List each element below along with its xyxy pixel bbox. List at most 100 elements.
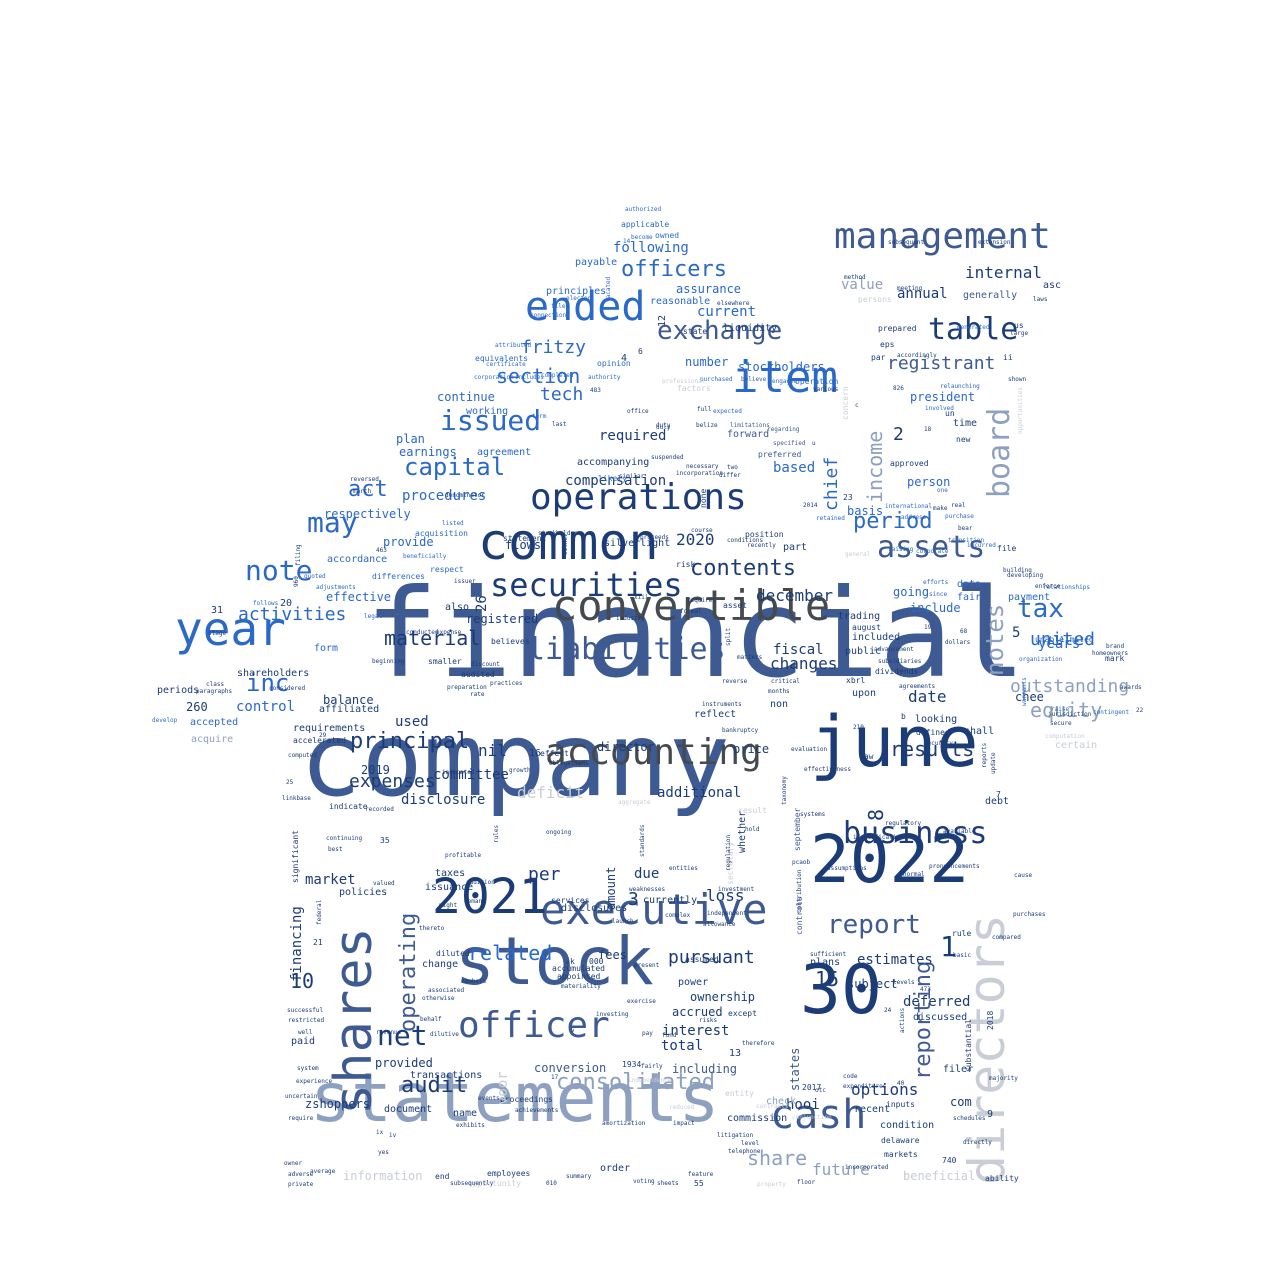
word-various: various	[813, 386, 839, 394]
word-used: used	[395, 714, 429, 731]
word-related: related	[468, 941, 553, 966]
word-industry: industry	[616, 615, 645, 623]
word-e: e	[566, 959, 570, 967]
word-belize: belize	[696, 422, 718, 430]
word-payment: payment	[1008, 592, 1051, 604]
word-real: real	[951, 502, 966, 510]
word-investing: investing	[596, 1011, 629, 1019]
word-litigation: litigation	[717, 1132, 754, 1140]
word-capital: capital	[404, 453, 506, 482]
word-practices: practices	[490, 680, 523, 688]
word-available: available	[943, 828, 976, 836]
word-upon: upon	[852, 688, 877, 700]
word-international: international	[885, 503, 932, 511]
word-suspended: suspended	[651, 454, 684, 462]
word-issued: issued	[440, 404, 542, 438]
word-income: income	[863, 430, 887, 503]
word-raise: raise	[1051, 706, 1070, 714]
word-iv: iv	[389, 1132, 397, 1140]
word-differ: differ	[719, 472, 741, 480]
word-cause: cause	[1014, 872, 1033, 880]
word-laws: laws	[1033, 296, 1048, 304]
word-developing: developing	[1007, 572, 1044, 580]
word-plan: plan	[396, 431, 425, 446]
word-evaluation: evaluation	[791, 746, 828, 754]
word-reports: reports	[981, 742, 988, 768]
word-2014: 2014	[803, 502, 818, 510]
word-stockholder: stockholder	[538, 530, 578, 538]
word-markets: markets	[884, 1149, 918, 1159]
word-subsidiaries: subsidiaries	[878, 658, 922, 666]
word-required: required	[599, 428, 667, 445]
word-management: management	[834, 215, 1051, 257]
word-floor: floor	[797, 1179, 816, 1187]
word-interest: interest	[662, 1023, 730, 1040]
word-identification: identification	[853, 834, 904, 842]
word-opportunities: opportunities	[1017, 387, 1024, 434]
word-tech: tech	[540, 383, 584, 405]
word-involved: involved	[925, 405, 954, 413]
word-elsewhere: elsewhere	[717, 300, 750, 308]
word-members: members	[461, 978, 487, 986]
word-subsequently: subsequently	[450, 1180, 494, 1188]
word-security: security	[924, 740, 953, 748]
word-looking: looking	[915, 714, 958, 726]
word-months: months	[768, 688, 790, 696]
word-compared: compared	[992, 934, 1021, 942]
word-going: going	[893, 584, 930, 599]
word-dividends: dividends	[875, 666, 919, 676]
word-listed: listed	[442, 520, 464, 528]
word-included: included	[852, 632, 901, 644]
word-2018: 2018	[986, 1010, 995, 1030]
word-forward: forward	[727, 429, 770, 441]
word-normal: normal	[903, 871, 925, 879]
word-require: require	[288, 1115, 314, 1123]
word-liquidity: liquidity	[723, 323, 778, 335]
word-issuer: issuer	[454, 578, 476, 586]
word-incorporated: incorporated	[845, 1164, 889, 1172]
word-meeting: meeting	[897, 285, 923, 293]
word-35: 35	[380, 835, 390, 845]
word-data: data	[957, 579, 982, 591]
word-20: 20	[280, 598, 293, 610]
word-per: per	[528, 863, 561, 885]
word-reflect: reflect	[694, 709, 737, 721]
word-specified: specified	[773, 440, 806, 448]
word-unable: unable	[1035, 634, 1064, 644]
word-210: 210	[853, 724, 864, 732]
word-share: share	[747, 1146, 808, 1171]
word-exchange: exchange	[657, 315, 783, 346]
word-behalf: behalf	[420, 1016, 442, 1024]
word-develop: develop	[152, 717, 178, 725]
word-mark: mark	[1105, 653, 1125, 663]
word-relaunching: relaunching	[940, 383, 980, 391]
word-control: control	[236, 699, 296, 716]
word-end: end	[435, 1171, 450, 1181]
word-2: 2	[893, 423, 904, 445]
word-full: full	[697, 406, 712, 414]
word-asc: asc	[1043, 280, 1062, 292]
word-associated: associated	[428, 987, 465, 995]
word-similar: similar	[619, 473, 645, 481]
word-obligations: obligations	[549, 760, 589, 768]
word-6: 6	[638, 346, 643, 356]
word-discount: discount	[471, 661, 500, 669]
word-40: 40	[897, 1080, 905, 1088]
word-year: year	[175, 602, 286, 657]
word-following: following	[613, 240, 689, 257]
word-standards: standards	[639, 824, 646, 857]
word-basic: basic	[953, 952, 972, 960]
word-quoted: quoted	[304, 573, 326, 581]
word-conversion: conversion	[534, 1060, 607, 1075]
word-loss: loss	[706, 885, 745, 905]
word-463: 463	[376, 547, 387, 555]
word-split: split	[725, 627, 732, 646]
word-16: 16	[529, 748, 542, 760]
word-allowance: allowance	[703, 921, 736, 929]
word-otc: otc	[815, 1087, 826, 1095]
word-acquire: acquire	[191, 734, 234, 746]
word-therefore: therefore	[742, 1040, 775, 1048]
word-conjunction: conjunction	[792, 1114, 832, 1122]
word-concern: concern	[841, 386, 850, 420]
word-diluted: diluted	[436, 948, 470, 958]
